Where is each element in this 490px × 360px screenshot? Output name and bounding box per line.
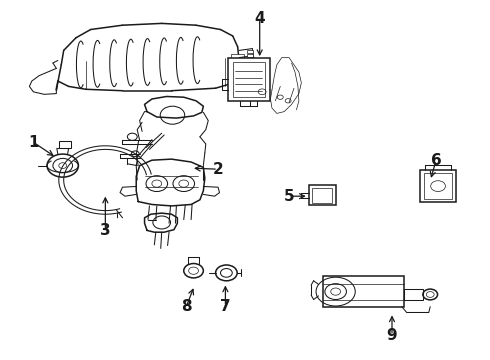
Text: 9: 9 (387, 328, 397, 343)
Bar (247, 62, 253, 64)
Bar (247, 58, 253, 60)
Bar (424, 173, 452, 199)
Text: 2: 2 (213, 162, 223, 177)
Bar (420, 170, 456, 202)
Bar (59, 141, 71, 148)
Bar (404, 289, 423, 300)
Bar (312, 188, 332, 203)
Text: 3: 3 (100, 223, 111, 238)
Bar (228, 58, 270, 101)
Text: 5: 5 (284, 189, 294, 204)
Bar (231, 69, 244, 75)
Bar (309, 185, 336, 205)
Bar (247, 50, 253, 53)
Bar (323, 276, 404, 307)
Bar (247, 54, 253, 57)
Bar (231, 54, 244, 59)
Text: 8: 8 (181, 299, 192, 314)
Text: 1: 1 (28, 135, 39, 150)
Text: 6: 6 (431, 153, 441, 168)
Bar (231, 62, 244, 67)
Bar (233, 62, 265, 97)
Text: 4: 4 (254, 11, 265, 26)
Bar (231, 77, 244, 82)
Text: 7: 7 (220, 299, 231, 314)
